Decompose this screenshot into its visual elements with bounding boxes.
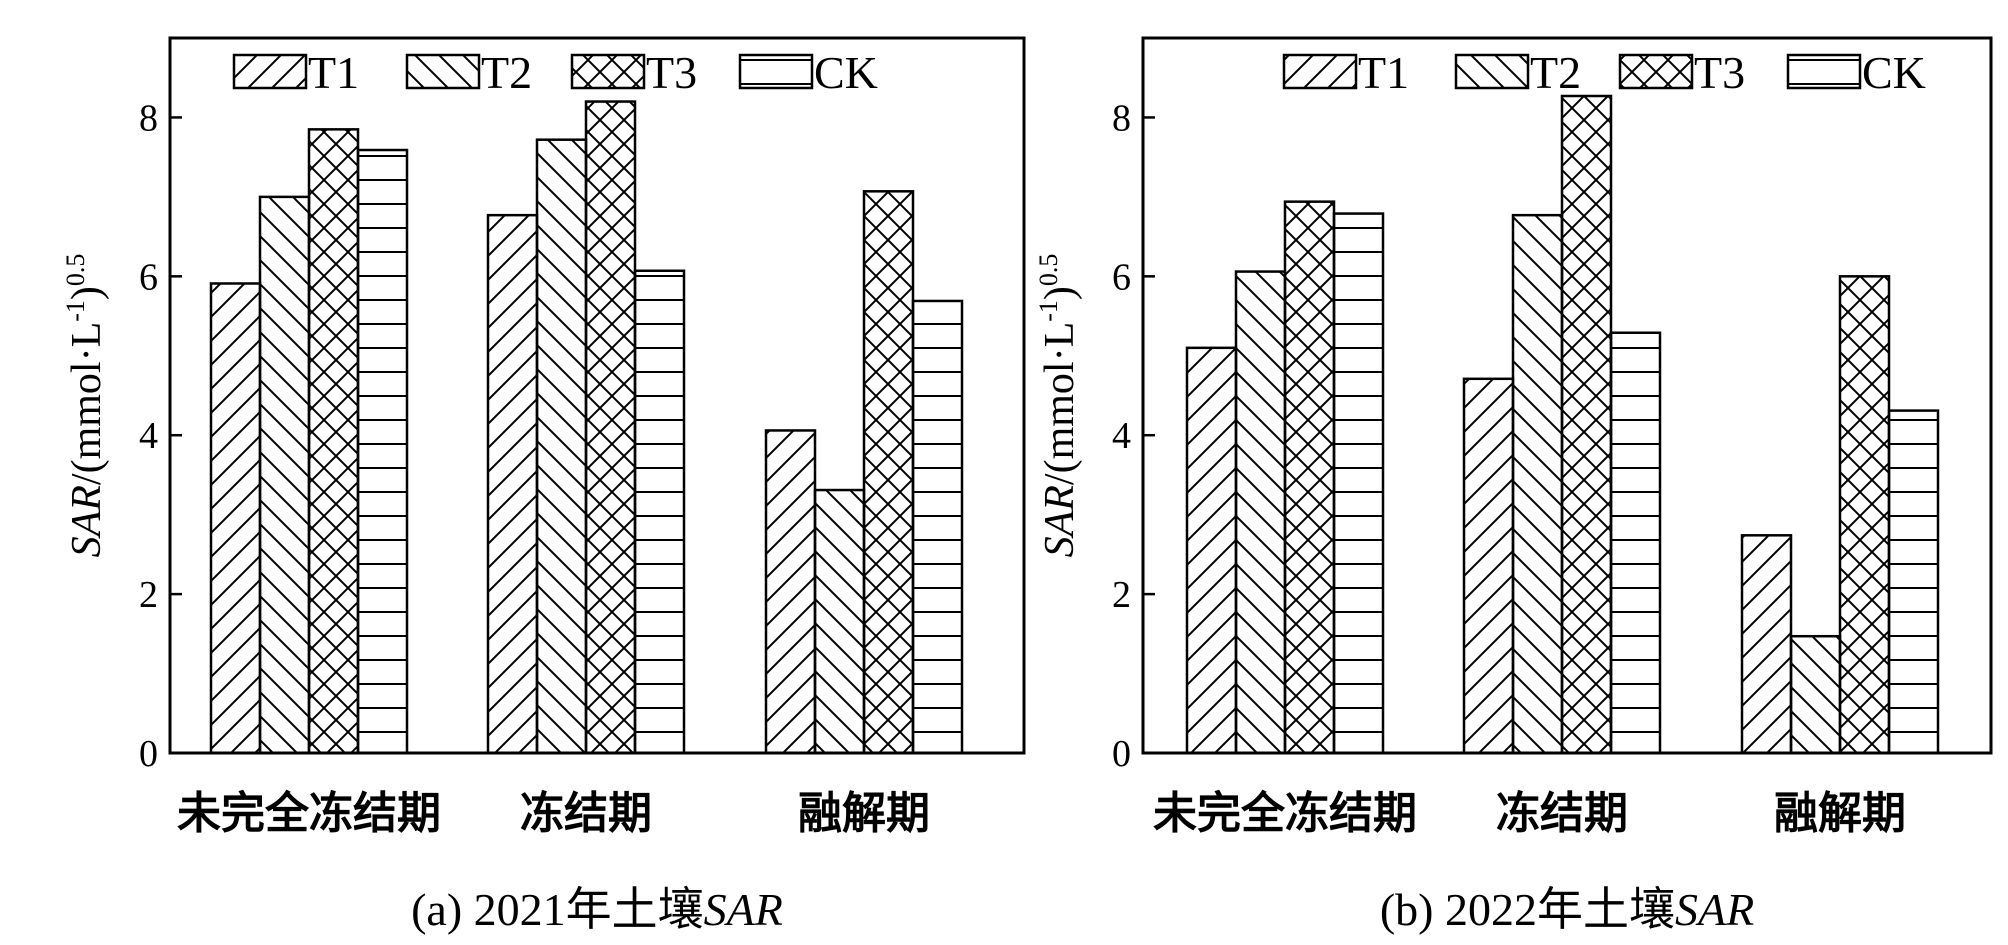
- caption-italic: SAR: [1675, 884, 1754, 935]
- bar-t3: [307, 128, 360, 755]
- y-tick-label: 6: [1112, 256, 1131, 298]
- legend-swatch-t3: [1618, 53, 1694, 90]
- bar-t2: [258, 195, 311, 755]
- bar-t1: [1185, 346, 1238, 755]
- y-axis-label-part: SAR: [64, 485, 110, 557]
- bar-t1: [1462, 377, 1515, 755]
- legend-swatch-t1: [1282, 53, 1358, 90]
- y-axis-label-part: 0.5: [1034, 254, 1063, 287]
- y-tick-label: 2: [1112, 574, 1131, 616]
- legend-swatch-t1: [232, 53, 308, 90]
- bar-t1: [209, 282, 262, 755]
- legend-swatch-t2: [1454, 53, 1530, 90]
- y-tick-label: 2: [139, 574, 158, 616]
- x-category-label: 未完全冻结期: [177, 788, 441, 839]
- legend-label-t2: T2: [481, 47, 532, 98]
- bar-t3: [1283, 200, 1336, 755]
- caption-text: (b) 2022年土壤: [1380, 884, 1675, 935]
- y-axis-label-part: /(mmol·L: [64, 322, 110, 485]
- legend-label-t3: T3: [1694, 47, 1745, 98]
- bar-t3: [584, 100, 637, 755]
- y-axis-label-part: /(mmol·L: [1037, 322, 1083, 485]
- y-axis-label-part: -1: [61, 300, 90, 322]
- y-axis-label-part: ): [1037, 286, 1083, 300]
- bar-ck: [1332, 212, 1385, 755]
- bar-t2: [535, 138, 588, 755]
- y-tick-label: 6: [139, 256, 158, 298]
- y-axis-label-part: SAR: [1037, 485, 1083, 557]
- x-category-label: 融解期: [798, 788, 930, 839]
- chart-caption: (b) 2022年土壤SAR: [1380, 884, 1754, 935]
- bar-t1: [486, 213, 539, 755]
- caption-italic: SAR: [704, 884, 783, 935]
- bar-t3: [862, 190, 915, 755]
- bar-t2: [813, 488, 866, 755]
- legend-swatch-t2: [405, 53, 481, 90]
- x-category-label: 未完全冻结期: [1153, 788, 1417, 839]
- x-category-label: 冻结期: [1496, 788, 1628, 839]
- legend-swatch-t3: [570, 53, 646, 90]
- legend-label-ck: CK: [1862, 47, 1926, 98]
- bar-t2: [1234, 270, 1287, 755]
- bar-ck: [911, 299, 964, 755]
- legend-label-t3: T3: [646, 47, 697, 98]
- plot-frame: [168, 36, 1026, 755]
- bar-ck: [1887, 409, 1940, 755]
- legend-swatch-ck: [738, 53, 814, 90]
- y-tick-label: 0: [1112, 733, 1131, 775]
- y-tick-label: 8: [1112, 97, 1131, 139]
- bar-t1: [764, 429, 817, 755]
- bar-t2: [1789, 634, 1842, 755]
- caption-text: (a) 2021年土壤: [411, 884, 704, 935]
- legend-label-t1: T1: [1358, 47, 1409, 98]
- x-category-label: 冻结期: [520, 788, 652, 839]
- y-tick-label: 8: [139, 97, 158, 139]
- y-tick-label: 0: [139, 733, 158, 775]
- bar-ck: [633, 269, 686, 755]
- y-axis-label: SAR/(mmol·L-1)0.5: [61, 254, 110, 558]
- y-tick-label: 4: [139, 415, 158, 457]
- legend-label-t1: T1: [308, 47, 359, 98]
- plot-frame: [1141, 36, 1993, 755]
- legend-swatch-ck: [1786, 53, 1862, 90]
- legend-label-t2: T2: [1530, 47, 1581, 98]
- x-category-label: 融解期: [1774, 788, 1906, 839]
- bar-t3: [1560, 94, 1613, 755]
- y-axis-label: SAR/(mmol·L-1)0.5: [1034, 254, 1083, 558]
- bar-t3: [1838, 275, 1891, 755]
- bar-t1: [1740, 534, 1793, 755]
- y-tick-label: 4: [1112, 415, 1131, 457]
- bar-ck: [356, 148, 409, 755]
- y-axis-label-part: ): [64, 286, 110, 300]
- chart-caption: (a) 2021年土壤SAR: [411, 884, 783, 935]
- legend-label-ck: CK: [814, 47, 878, 98]
- bar-ck: [1609, 331, 1662, 755]
- bar-t2: [1511, 213, 1564, 755]
- y-axis-label-part: 0.5: [61, 254, 90, 287]
- y-axis-label-part: -1: [1034, 300, 1063, 322]
